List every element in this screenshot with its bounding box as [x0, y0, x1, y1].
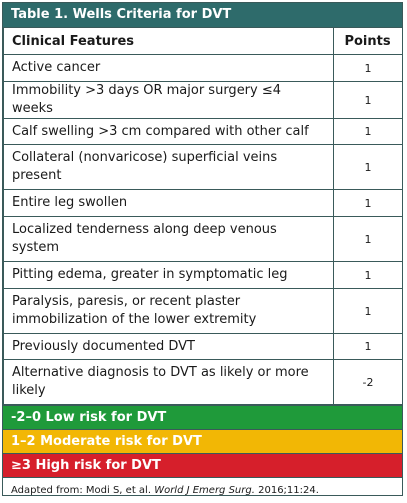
- feature-cell: Immobility >3 days OR major surgery ≤4 w…: [3, 81, 334, 119]
- feature-cell: Collateral (nonvaricose) superficial vei…: [3, 144, 334, 190]
- table-row: Alternative diagnosis to DVT as likely o…: [3, 359, 403, 405]
- table-row: Calf swelling >3 cm compared with other …: [3, 118, 403, 145]
- points-cell: 1: [333, 261, 403, 289]
- footnote-journal: World J Emerg Surg.: [154, 485, 255, 496]
- table-header-row: Clinical Features Points: [3, 27, 403, 55]
- points-cell: 1: [333, 288, 403, 334]
- feature-cell: Previously documented DVT: [3, 333, 334, 360]
- high-risk-band: ≥3 High risk for DVT: [3, 453, 402, 477]
- points-cell: 1: [333, 118, 403, 145]
- points-cell: 1: [333, 216, 403, 262]
- table-row: Active cancer 1: [3, 54, 403, 82]
- points-cell: 1: [333, 81, 403, 119]
- feature-cell: Pitting edema, greater in symptomatic le…: [3, 261, 334, 289]
- table-row: Entire leg swollen 1: [3, 189, 403, 217]
- table-row: Immobility >3 days OR major surgery ≤4 w…: [3, 81, 403, 119]
- low-risk-band: -2–0 Low risk for DVT: [3, 405, 402, 429]
- feature-cell: Alternative diagnosis to DVT as likely o…: [3, 359, 334, 405]
- wells-criteria-table-card: Table 1. Wells Criteria for DVT Clinical…: [2, 2, 403, 496]
- table-row: Pitting edema, greater in symptomatic le…: [3, 261, 403, 289]
- feature-cell: Calf swelling >3 cm compared with other …: [3, 118, 334, 145]
- feature-cell: Active cancer: [3, 54, 334, 82]
- table-row: Collateral (nonvaricose) superficial vei…: [3, 144, 403, 190]
- feature-cell: Localized tenderness along deep venous s…: [3, 216, 334, 262]
- table-row: Previously documented DVT 1: [3, 333, 403, 360]
- criteria-table: Clinical Features Points Active cancer 1…: [3, 27, 403, 405]
- footnote-prefix: Adapted from: Modi S, et al.: [11, 485, 155, 496]
- feature-cell: Paralysis, paresis, or recent plaster im…: [3, 288, 334, 334]
- table-row: Paralysis, paresis, or recent plaster im…: [3, 288, 403, 334]
- moderate-risk-band: 1–2 Moderate risk for DVT: [3, 429, 402, 453]
- points-cell: 1: [333, 144, 403, 190]
- source-footnote: Adapted from: Modi S, et al. World J Eme…: [3, 477, 402, 502]
- header-points: Points: [333, 27, 403, 55]
- table-title: Table 1. Wells Criteria for DVT: [3, 3, 402, 27]
- points-cell: 1: [333, 189, 403, 217]
- header-clinical-features: Clinical Features: [3, 27, 334, 55]
- feature-cell: Entire leg swollen: [3, 189, 334, 217]
- footnote-suffix: 2016;11:24.: [254, 485, 319, 496]
- points-cell: -2: [333, 359, 403, 405]
- points-cell: 1: [333, 54, 403, 82]
- points-cell: 1: [333, 333, 403, 360]
- table-row: Localized tenderness along deep venous s…: [3, 216, 403, 262]
